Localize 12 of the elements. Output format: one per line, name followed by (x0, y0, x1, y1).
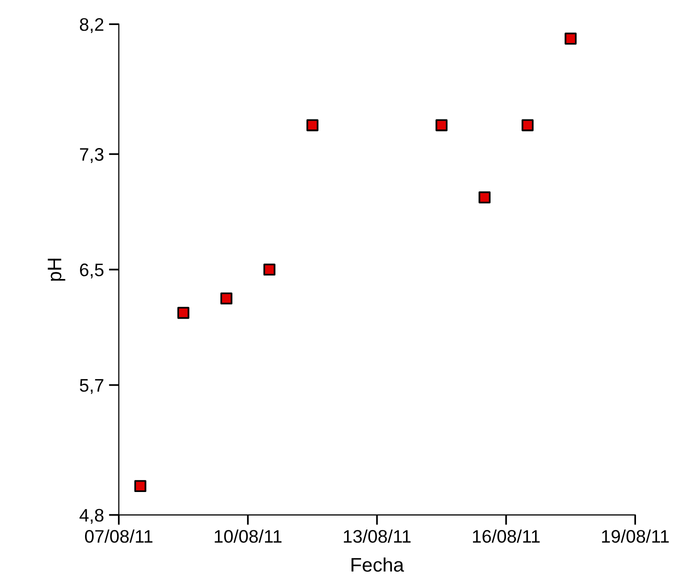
y-tick-label: 4,8 (80, 508, 104, 524)
y-tick-label: 6,5 (80, 264, 104, 278)
x-tick-label: 19/08/11 (602, 530, 669, 543)
x-axis-title: Fecha (352, 557, 404, 572)
x-tick-label: 16/08/11 (472, 530, 540, 543)
x-tick-label: 13/08/11 (344, 530, 411, 543)
y-tick-label: 7,3 (80, 148, 104, 163)
x-tick-label: 07/08/11 (85, 530, 152, 543)
y-axis-title: pH (48, 258, 66, 281)
y-tick-label: 8,2 (80, 18, 104, 34)
y-tick-label: 5,7 (80, 379, 104, 394)
x-tick-label: 10/08/11 (214, 530, 282, 543)
